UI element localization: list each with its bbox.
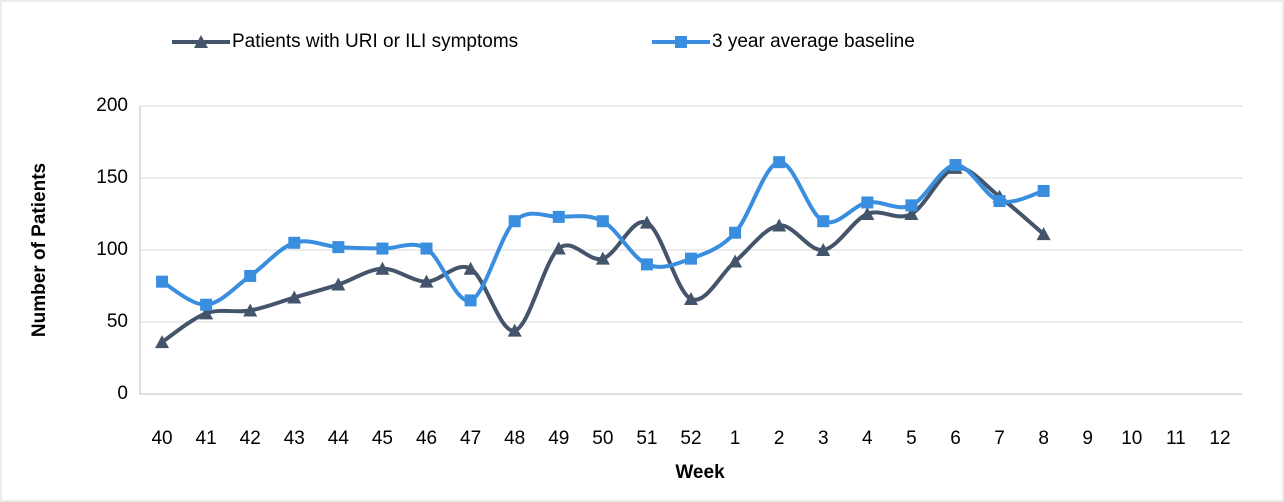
x-tick-label: 6 bbox=[950, 428, 961, 449]
y-tick-label: 50 bbox=[107, 311, 128, 332]
marker bbox=[288, 236, 301, 249]
marker bbox=[860, 207, 875, 220]
marker bbox=[199, 306, 214, 320]
x-tick-label: 43 bbox=[284, 428, 305, 449]
marker bbox=[464, 294, 477, 307]
marker bbox=[551, 241, 566, 255]
marker bbox=[640, 258, 653, 271]
marker bbox=[287, 290, 302, 304]
y-tick-label: 0 bbox=[117, 383, 128, 404]
marker bbox=[595, 251, 610, 265]
x-axis-title: Week bbox=[675, 462, 725, 483]
y-tick-label: 150 bbox=[96, 167, 128, 188]
marker bbox=[993, 195, 1006, 208]
marker bbox=[375, 261, 390, 275]
marker bbox=[200, 298, 213, 311]
x-tick-label: 46 bbox=[416, 428, 437, 449]
x-tick-label: 5 bbox=[906, 428, 917, 449]
x-tick-label: 12 bbox=[1209, 428, 1230, 449]
x-tick-label: 41 bbox=[196, 428, 217, 449]
marker bbox=[773, 156, 786, 169]
y-axis-title: Number of Patients bbox=[29, 163, 50, 337]
marker bbox=[1037, 184, 1050, 197]
marker bbox=[244, 269, 257, 282]
x-tick-label: 11 bbox=[1166, 428, 1186, 449]
marker bbox=[772, 218, 787, 232]
marker bbox=[729, 226, 742, 239]
marker bbox=[552, 210, 565, 223]
x-tick-label: 51 bbox=[636, 428, 657, 449]
marker bbox=[596, 215, 609, 228]
marker bbox=[331, 277, 346, 291]
marker bbox=[1036, 227, 1051, 241]
x-tick-label: 4 bbox=[862, 428, 873, 449]
y-tick-label: 200 bbox=[96, 95, 128, 116]
marker bbox=[463, 261, 478, 275]
x-tick-label: 49 bbox=[548, 428, 569, 449]
x-tick-label: 10 bbox=[1121, 428, 1142, 449]
marker bbox=[728, 254, 743, 268]
marker bbox=[817, 215, 830, 228]
x-tick-label: 42 bbox=[240, 428, 261, 449]
marker bbox=[507, 323, 522, 337]
marker bbox=[420, 242, 433, 255]
x-tick-label: 44 bbox=[328, 428, 350, 449]
marker bbox=[508, 215, 521, 228]
marker bbox=[376, 242, 389, 255]
marker bbox=[684, 291, 698, 305]
marker bbox=[155, 335, 170, 349]
marker bbox=[419, 274, 434, 288]
legend-marker bbox=[675, 36, 687, 48]
x-tick-label: 48 bbox=[504, 428, 525, 449]
x-tick-label: 2 bbox=[774, 428, 785, 449]
x-tick-label: 40 bbox=[151, 428, 172, 449]
marker bbox=[156, 275, 169, 288]
legend-label: Patients with URI or ILI symptoms bbox=[232, 31, 518, 52]
marker bbox=[639, 215, 654, 229]
x-tick-label: 3 bbox=[818, 428, 829, 449]
marker bbox=[685, 252, 697, 265]
marker bbox=[861, 196, 874, 209]
legend-marker bbox=[194, 35, 208, 48]
x-tick-label: 9 bbox=[1082, 428, 1093, 449]
x-tick-label: 50 bbox=[592, 428, 613, 449]
x-tick-label: 1 bbox=[730, 428, 741, 449]
x-tick-label: 8 bbox=[1038, 428, 1049, 449]
marker bbox=[243, 303, 258, 317]
marker bbox=[332, 241, 345, 254]
x-tick-label: 7 bbox=[994, 428, 1005, 449]
marker bbox=[816, 243, 831, 256]
y-tick-label: 100 bbox=[96, 239, 128, 260]
x-tick-label: 47 bbox=[460, 428, 481, 449]
x-tick-label: 52 bbox=[680, 428, 701, 449]
marker bbox=[904, 207, 919, 220]
x-tick-label: 45 bbox=[372, 428, 393, 449]
marker bbox=[905, 199, 918, 212]
marker bbox=[949, 159, 962, 172]
legend-label: 3 year average baseline bbox=[712, 31, 915, 52]
